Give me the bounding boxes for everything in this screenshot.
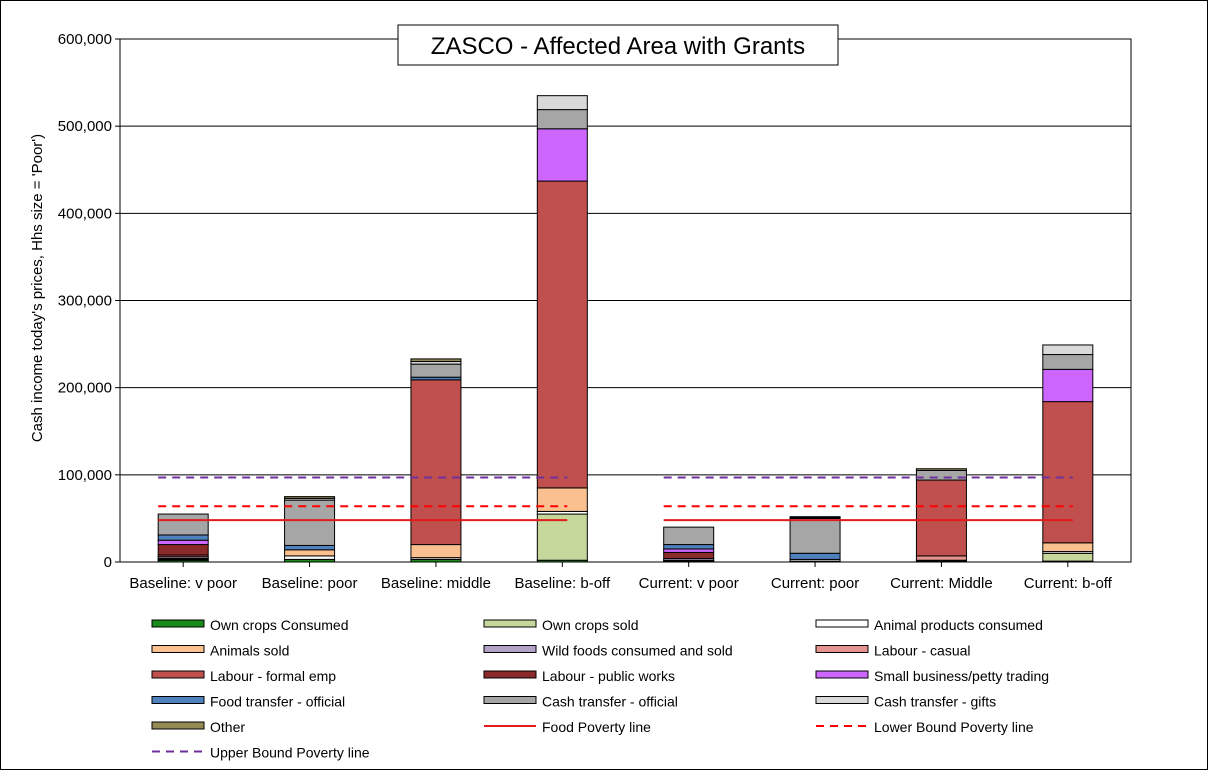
legend-label: Lower Bound Poverty line (874, 719, 1034, 735)
bar-segment (915, 479, 967, 557)
bar-segment (410, 379, 462, 546)
bar-segment (915, 469, 967, 481)
legend-swatch (815, 645, 869, 653)
legend-label: Food transfer - official (210, 694, 345, 710)
x-category-label: Baseline: b-off (515, 575, 611, 592)
legend-label: Own crops sold (542, 617, 638, 633)
bar-segment (663, 551, 715, 560)
bar-segment (1042, 344, 1094, 356)
y-tick-label: 0 (104, 554, 112, 571)
legend-swatch (483, 670, 537, 679)
legend-swatch (151, 670, 205, 679)
axes: 0 100,000 200,000 300,000 400,000 500,000 600,… (58, 31, 1132, 592)
bar-segment (536, 128, 588, 182)
bar-segment (1042, 552, 1094, 562)
bar-segment (789, 552, 841, 560)
legend-label: Animals sold (210, 643, 289, 659)
legend-swatch (483, 696, 537, 704)
bar-segment (536, 487, 588, 512)
legend-swatch (151, 696, 205, 704)
y-tick-label: 200,000 (58, 380, 112, 397)
legend-label: Cash transfer - gifts (874, 694, 996, 710)
bar-segment (284, 499, 336, 546)
x-category-label: Current: Middle (890, 575, 993, 592)
bar-segment (1042, 368, 1094, 403)
bar-segment (1042, 401, 1094, 544)
bars (157, 95, 1094, 563)
chart-title: ZASCO - Affected Area with Grants (431, 33, 805, 60)
bar-segment (789, 516, 841, 519)
legend-swatch (151, 619, 205, 628)
x-category-label: Baseline: v poor (129, 575, 237, 592)
legend-label: Labour - public works (542, 668, 675, 684)
x-category-label: Baseline: poor (262, 575, 358, 592)
y-tick-label: 600,000 (58, 31, 112, 48)
bar-segment (410, 544, 462, 559)
bar-segment (1042, 542, 1094, 553)
bar-segment (157, 513, 209, 536)
x-category-label: Baseline: middle (381, 575, 491, 592)
bar-segment (663, 544, 715, 550)
bar-segment (410, 358, 462, 363)
bar-segment (410, 363, 462, 378)
legend-label: Wild foods consumed and sold (542, 643, 733, 659)
y-tick-label: 100,000 (58, 467, 112, 484)
bar-segment (284, 544, 336, 551)
legend: Own crops Consumed Own crops sold Animal p… (151, 617, 1049, 761)
legend-label: Labour - formal emp (210, 668, 336, 684)
bar-segment (284, 496, 336, 499)
bar-segment (157, 539, 209, 546)
bar-segment (789, 517, 841, 554)
bar-segment (915, 468, 967, 471)
bar-segment (1042, 354, 1094, 370)
bar-segment (663, 526, 715, 546)
bar-segment (536, 95, 588, 111)
legend-label: Cash transfer - official (542, 694, 678, 710)
x-category-label: Current: poor (771, 575, 859, 592)
legend-swatch (815, 670, 869, 679)
bar-segment (663, 548, 715, 553)
bar-segment (536, 109, 588, 130)
legend-swatch (483, 619, 537, 628)
legend-label: Upper Bound Poverty line (210, 745, 370, 761)
x-category-label: Current: b-off (1024, 575, 1113, 592)
bar-segment (284, 555, 336, 560)
legend-label: Animal products consumed (874, 617, 1043, 633)
x-category-label: Current: v poor (639, 575, 739, 592)
legend-label: Food Poverty line (542, 719, 651, 735)
legend-swatch (151, 645, 205, 653)
bar-segment (536, 180, 588, 489)
legend-label: Other (210, 719, 245, 735)
y-tick-label: 400,000 (58, 205, 112, 222)
gridlines (120, 38, 1131, 476)
legend-swatch (151, 721, 205, 730)
legend-swatch (483, 645, 537, 653)
bar-segment (284, 549, 336, 557)
bar-segment (915, 555, 967, 561)
chart-title-box: ZASCO - Affected Area with Grants (397, 24, 839, 66)
bar-segment (157, 544, 209, 556)
legend-label: Labour - casual (874, 643, 971, 659)
chart-title-border (397, 24, 839, 66)
y-axis-label: Cash income today's prices, Hhs size = '… (29, 134, 46, 442)
y-tick-label: 300,000 (58, 293, 112, 310)
bar-segment (157, 534, 209, 541)
legend-label: Small business/petty trading (874, 668, 1049, 684)
legend-swatch (815, 619, 869, 628)
y-tick-label: 500,000 (58, 118, 112, 135)
poverty-lines (158, 476, 1073, 522)
legend-label: Own crops Consumed (210, 617, 349, 633)
legend-swatch (815, 696, 869, 704)
bar-segment (536, 513, 588, 561)
